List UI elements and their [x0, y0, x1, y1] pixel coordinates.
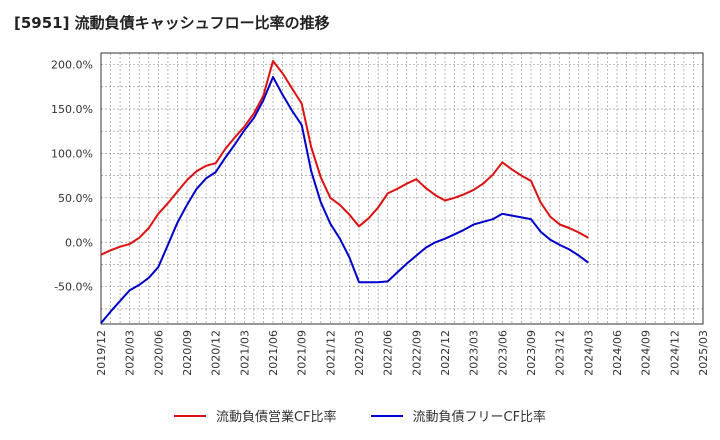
x-tick-label: 2020/09	[181, 330, 194, 376]
y-tick-label: -50.0%	[54, 281, 93, 294]
x-tick-label: 2020/12	[210, 330, 223, 376]
chart-title: [5951] 流動負債キャッシュフロー比率の推移	[14, 14, 330, 32]
x-tick-label: 2019/12	[95, 330, 108, 376]
legend-label-free-cf: 流動負債フリーCF比率	[412, 410, 547, 425]
legend-swatch-operating-cf	[173, 414, 206, 417]
x-tick-label: 2020/06	[152, 330, 165, 376]
x-tick-label: 2023/09	[525, 330, 538, 376]
x-tick-label: 2022/06	[382, 330, 395, 376]
x-tick-label: 2024/12	[668, 330, 681, 376]
y-tick-label: 50.0%	[58, 192, 93, 205]
y-tick-label: 100.0%	[51, 147, 93, 160]
y-tick-label: 150.0%	[51, 103, 93, 116]
x-tick-label: 2022/12	[439, 330, 452, 376]
legend: 流動負債営業CF比率 流動負債フリーCF比率	[0, 406, 720, 425]
x-tick-label: 2023/03	[468, 330, 481, 376]
grid	[101, 53, 703, 324]
x-tick-label: 2021/09	[296, 330, 309, 376]
legend-item-operating-cf: 流動負債営業CF比率	[173, 406, 337, 425]
x-tick-label: 2023/12	[554, 330, 567, 376]
x-tick-label: 2024/06	[611, 330, 624, 376]
x-tick-label: 2024/03	[582, 330, 595, 376]
y-tick-label: 200.0%	[51, 59, 93, 72]
x-tick-label: 2021/03	[238, 330, 251, 376]
x-tick-label: 2021/12	[324, 330, 337, 376]
series-line-free-cf	[100, 76, 589, 324]
x-tick-label: 2022/09	[410, 330, 423, 376]
legend-label-operating-cf: 流動負債営業CF比率	[215, 410, 337, 425]
legend-item-free-cf: 流動負債フリーCF比率	[370, 406, 547, 425]
x-tick-label: 2022/03	[353, 330, 366, 376]
series-lines	[100, 60, 589, 324]
x-tick-label: 2024/09	[640, 330, 653, 376]
x-tick-label: 2021/06	[267, 330, 280, 376]
series-line-operating-cf	[100, 60, 589, 256]
y-tick-label: 0.0%	[65, 236, 93, 249]
plot-frame	[100, 52, 704, 325]
y-axis-ticks: 200.0% 150.0% 100.0% 50.0% 0.0% -50.0%	[51, 59, 93, 294]
x-tick-label: 2023/06	[496, 330, 509, 376]
x-axis-ticks: 2019/12 2020/03 2020/06 2020/09 2020/12 2021/…	[95, 330, 710, 376]
x-tick-label: 2020/03	[124, 330, 137, 376]
x-tick-label: 2025/03	[697, 330, 710, 376]
legend-swatch-free-cf	[370, 414, 403, 417]
